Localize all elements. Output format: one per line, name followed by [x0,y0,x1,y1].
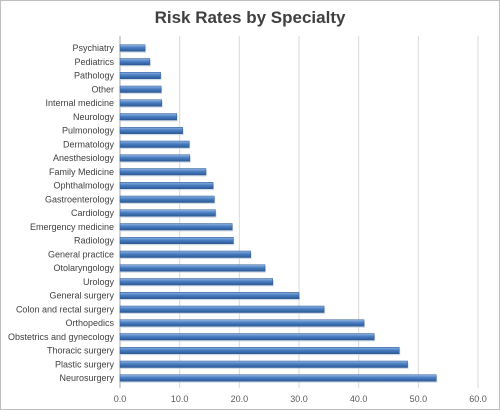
category-label: Neurosurgery [59,373,114,383]
x-tick-label: 50.0 [410,394,428,404]
bar [119,374,437,382]
category-label: General practice [48,249,114,259]
category-label: Urology [83,277,115,287]
bar [119,127,183,134]
category-label: Neurology [73,112,115,122]
category-label: Pediatrics [74,57,114,67]
category-label: Emergency medicine [30,222,114,232]
x-tick-label: 20.0 [231,394,249,404]
category-label: Anesthesiology [53,153,115,163]
x-tick-label: 0.0 [114,394,127,404]
bar [119,264,266,272]
bar [119,360,408,368]
category-label: Otolaryngology [53,263,114,273]
bar [119,305,325,313]
category-label: Internal medicine [45,98,114,108]
bar [119,250,251,258]
bar [119,154,191,162]
category-label: Psychiatry [72,43,114,53]
bar [119,292,300,299]
category-label: Plastic surgery [55,359,115,369]
bar [119,72,161,79]
chart-title: Risk Rates by Specialty [154,8,346,27]
x-tick-label: 10.0 [171,394,189,404]
bar [119,223,233,231]
bar [119,319,365,327]
bar [119,85,162,93]
bar [119,58,151,66]
category-label: Family Medicine [49,167,114,177]
bar [119,347,400,354]
x-tick-label: 60.0 [469,394,487,404]
bar [119,278,273,286]
category-label: Radiology [74,236,115,246]
category-label: General surgery [49,291,114,301]
category-label: Other [91,84,114,94]
bar [119,140,190,148]
category-label: Gastroenterology [45,194,115,204]
x-tick-label: 40.0 [350,394,368,404]
bar [119,168,207,176]
category-label: Dermatology [63,139,115,149]
bar [119,99,163,107]
category-label: Pulmonology [62,126,115,136]
category-label: Thoracic surgery [47,346,115,356]
category-label: Orthopedics [65,318,114,328]
bar [119,333,375,341]
category-label: Pathology [74,71,115,81]
bar [119,195,215,203]
x-tick-label: 30.0 [290,394,308,404]
category-label: Obstetrics and gynecology [8,332,115,342]
bar [119,44,146,52]
category-label: Cardiology [71,208,115,218]
category-label: Colon and rectal surgery [16,304,115,314]
category-label: Ophthalmology [53,181,114,191]
bar [119,237,234,244]
bar [119,182,214,189]
bar [119,209,216,217]
bar [119,113,177,121]
